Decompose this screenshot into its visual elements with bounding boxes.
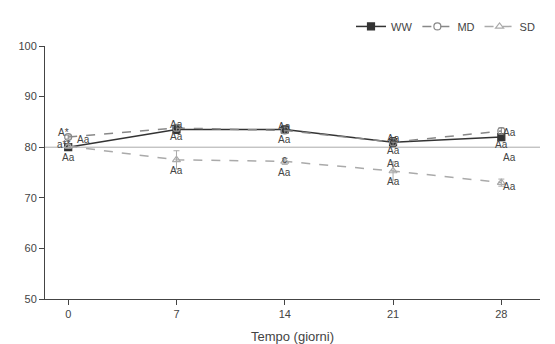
svg-text:14: 14 [279, 308, 291, 320]
svg-text:WW: WW [391, 21, 412, 33]
svg-text:a**: a** [57, 139, 70, 150]
svg-text:21: 21 [387, 308, 399, 320]
svg-text:70: 70 [25, 192, 37, 204]
svg-text:Aa: Aa [495, 139, 508, 150]
svg-text:Aa: Aa [387, 145, 400, 156]
svg-text:7: 7 [173, 308, 179, 320]
svg-text:A*: A* [58, 127, 69, 138]
svg-text:0: 0 [65, 308, 71, 320]
svg-text:Aa: Aa [77, 134, 90, 145]
svg-text:c: c [282, 154, 287, 165]
svg-text:100: 100 [18, 40, 36, 52]
svg-text:Aa: Aa [503, 181, 516, 192]
svg-text:28: 28 [495, 308, 507, 320]
svg-text:Tempo (giorni): Tempo (giorni) [251, 329, 334, 344]
svg-text:Aa: Aa [278, 121, 291, 132]
svg-text:Aa: Aa [387, 176, 400, 187]
svg-text:SD: SD [520, 21, 535, 33]
svg-text:Aa: Aa [503, 152, 516, 163]
svg-text:Aa: Aa [387, 158, 400, 169]
svg-text:Aa: Aa [387, 133, 400, 144]
svg-text:Aa: Aa [278, 134, 291, 145]
svg-text:60: 60 [25, 242, 37, 254]
svg-text:50: 50 [25, 293, 37, 305]
svg-text:90: 90 [25, 90, 37, 102]
svg-text:Aa: Aa [170, 119, 183, 130]
svg-text:80: 80 [25, 141, 37, 153]
svg-text:Aa: Aa [170, 131, 183, 142]
svg-text:Aa: Aa [503, 127, 516, 138]
svg-text:MD: MD [457, 21, 474, 33]
svg-text:Aa: Aa [278, 167, 291, 178]
svg-text:Aa: Aa [62, 152, 75, 163]
svg-text:Aa: Aa [170, 165, 183, 176]
